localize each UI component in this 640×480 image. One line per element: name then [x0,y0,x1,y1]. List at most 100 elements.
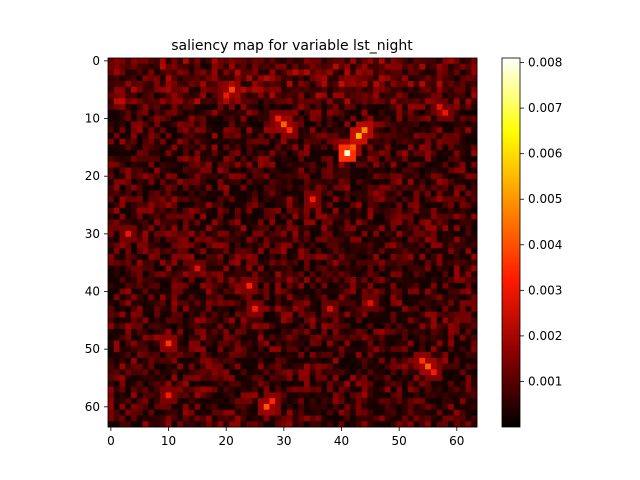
heatmap-cell [165,369,172,376]
heatmap-cell [142,357,149,364]
heatmap-cell [298,81,305,88]
heatmap-cell [465,352,472,359]
heatmap-cell [402,69,409,76]
heatmap-cell [465,398,472,405]
heatmap-cell [384,121,391,128]
heatmap-cell [413,69,420,76]
heatmap-cell [206,75,213,82]
heatmap-cell [419,294,426,301]
heatmap-cell [459,369,466,376]
heatmap-cell [407,265,414,272]
heatmap-cell [257,305,265,313]
heatmap-cell [327,403,334,411]
heatmap-cell [413,144,420,151]
heatmap-cell [304,311,311,318]
heatmap-cell [194,81,201,88]
heatmap-cell [148,230,155,238]
heatmap-cell [448,179,455,186]
heatmap-cell [229,121,236,128]
heatmap-cell [355,161,363,168]
heatmap-cell [280,328,288,336]
heatmap-cell [269,225,276,232]
heatmap-cell [430,369,437,376]
heatmap-cell [188,328,195,336]
heatmap-cell [148,334,155,341]
heatmap-cell [298,398,305,405]
heatmap-cell [142,75,149,82]
heatmap-cell [148,109,155,117]
heatmap-cell [430,173,437,180]
heatmap-cell [402,92,409,99]
heatmap-cell [430,207,437,215]
heatmap-cell [211,386,218,393]
heatmap-cell [419,403,426,411]
heatmap-cell [263,409,270,416]
heatmap-cell [136,161,143,168]
heatmap-cell [298,161,305,168]
heatmap-cell [263,300,270,307]
heatmap-cell [327,398,334,405]
heatmap-cell [206,386,213,393]
heatmap-cell [240,81,247,88]
heatmap-cell [378,167,386,174]
heatmap-cell [119,127,126,134]
heatmap-cell [361,138,368,145]
heatmap-cell [229,104,236,111]
heatmap-cell [378,225,386,232]
heatmap-cell [171,317,178,324]
heatmap-cell [453,288,461,295]
heatmap-cell [194,352,201,359]
heatmap-cell [292,92,299,99]
heatmap-cell [286,196,293,203]
heatmap-cell [309,398,316,405]
heatmap-cell [257,156,265,163]
heatmap-cell [229,311,236,318]
heatmap-cell [113,386,120,393]
heatmap-cell [206,323,213,330]
heatmap-cell [211,242,218,249]
heatmap-cell [119,144,126,151]
heatmap-cell [321,179,328,186]
heatmap-cell [217,380,224,387]
heatmap-cell [453,219,461,226]
heatmap-cell [125,392,132,399]
heatmap-cell [436,69,443,76]
heatmap-cell [217,398,224,405]
heatmap-cell [304,86,311,93]
heatmap-cell [125,380,132,387]
heatmap-cell [159,380,167,387]
heatmap-cell [171,352,178,359]
heatmap-cell [350,328,357,336]
heatmap-cell [252,242,259,249]
heatmap-cell [321,150,328,157]
heatmap-cell [407,98,414,105]
heatmap-cell [338,311,345,318]
heatmap-cell [177,242,184,249]
heatmap-cell [471,311,478,318]
heatmap-cell [200,311,207,318]
heatmap-cell [159,300,167,307]
heatmap-cell [229,346,236,353]
heatmap-cell [298,138,305,145]
heatmap-cell [223,213,230,220]
heatmap-cell [194,380,201,387]
heatmap-cell [355,236,363,243]
heatmap-cell [419,167,426,174]
heatmap-cell [367,121,374,128]
heatmap-cell [402,242,409,249]
heatmap-cell [188,236,195,243]
heatmap-cell [390,150,397,157]
heatmap-cell [211,104,218,111]
heatmap-cell [269,132,276,140]
heatmap-cell [442,236,449,243]
heatmap-cell [453,92,461,99]
heatmap-cell [361,92,368,99]
heatmap-cell [315,230,322,238]
heatmap-cell [373,271,380,278]
heatmap-cell [229,138,236,145]
heatmap-cell [321,363,328,370]
heatmap-cell [350,230,357,238]
heatmap-cell [159,121,167,128]
heatmap-cell [355,403,363,411]
heatmap-cell [206,115,213,122]
